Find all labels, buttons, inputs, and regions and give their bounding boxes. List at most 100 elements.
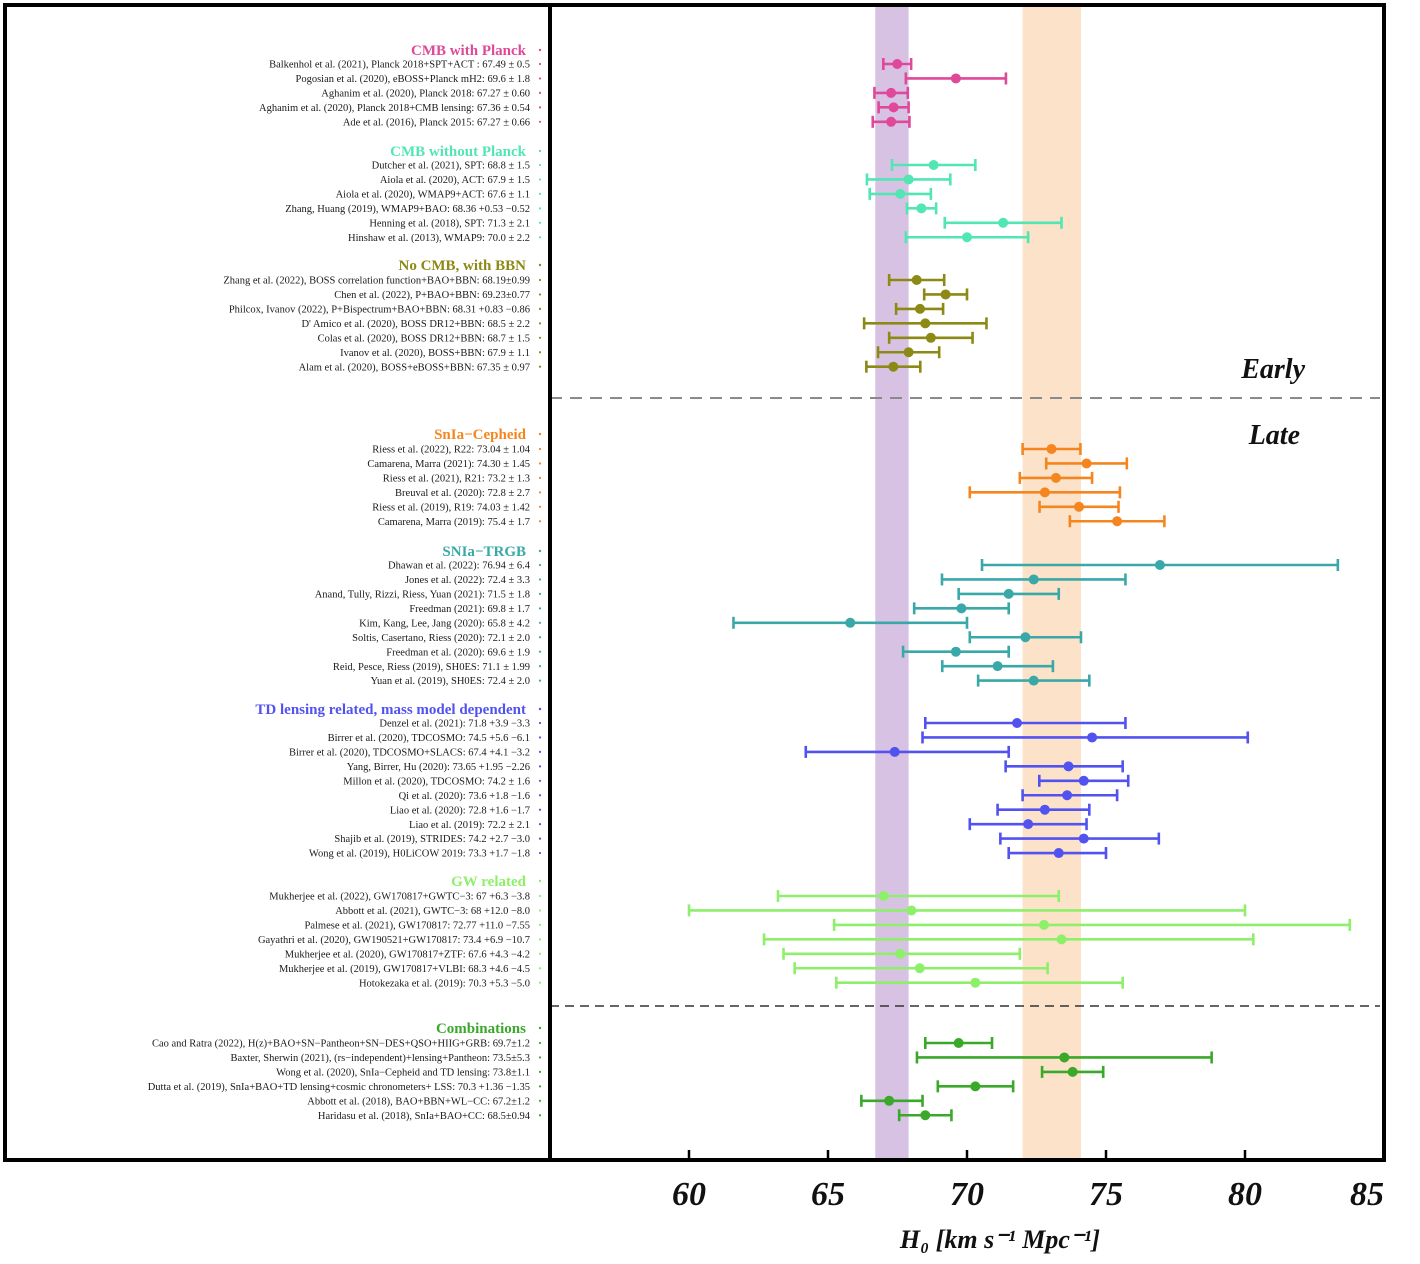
measurement-label: Ivanov et al. (2020), BOSS+BBN: 67.9 ± 1… [340,348,530,359]
row-marker [538,894,542,898]
row-marker [538,163,542,167]
measurement-label: Kim, Kang, Lee, Jang (2020): 65.8 ± 4.2 [359,618,530,629]
measurement-label: Denzel et al. (2021): 71.8 +3.9 −3.3 [379,719,530,730]
row-marker [538,322,542,325]
row-marker [538,351,542,354]
data-point [888,361,899,372]
row-marker [538,794,542,797]
row-marker [538,938,542,941]
data-point [956,603,967,614]
group-title-no-cmb-with-bbn: No CMB, with BBN [398,258,526,274]
row-marker [538,679,542,682]
row-marker [538,808,542,811]
measurement-label: Millon et al. (2020), TDCOSMO: 74.2 ± 1.… [343,776,530,787]
data-point [1062,790,1073,801]
group-title-snia-trgb: SNIa−TRGB [442,544,526,560]
row-marker [538,1085,542,1088]
row-marker [538,91,542,94]
measurement-label: Freedman (2021): 69.8 ± 1.7 [409,604,530,615]
data-point [1112,516,1123,527]
row-marker [538,1114,542,1117]
row-marker [538,765,542,768]
row-marker [538,120,542,123]
row-marker [538,307,542,310]
data-point [950,73,961,84]
data-point [1039,919,1050,930]
measurement-label: Gayathri et al. (2020), GW190521+GW17081… [258,935,530,946]
error-bars [687,58,1352,1122]
measurement-label: Dhawan et al. (2022): 76.94 ± 6.4 [388,561,531,572]
row-marker [538,207,542,210]
data-point [1078,775,1089,786]
data-point [925,332,936,343]
measurement-label: Reid, Pesce, Riess (2019), SH0ES: 71.1 ±… [333,662,530,673]
data-point [884,1095,895,1106]
x-tick-label: 85 [1350,1176,1384,1213]
measurement-label: Wong et al. (2019), H0LiCOW 2019: 73.3 +… [309,849,530,860]
row-marker [538,1056,542,1059]
x-tick-label: 75 [1089,1176,1123,1213]
measurement-label: Yang, Birrer, Hu (2020): 73.65 +1.95 −2.… [347,762,530,773]
row-marker [538,293,542,296]
measurement-label: Birrer et al. (2020), TDCOSMO: 74.5 +5.6… [328,733,530,744]
row-marker [538,447,542,451]
data-point [1012,718,1023,728]
row-marker [538,967,542,970]
measurement-label: Abbott et al. (2021), GWTC−3: 68 +12.0 −… [335,906,530,917]
data-point [906,905,917,916]
section-dividers [550,397,1380,1007]
measurement-label: Qi et al. (2020): 73.6 +1.8 −1.6 [399,791,530,802]
measurement-label: Palmese et al. (2021), GW170817: 72.77 +… [304,921,530,932]
data-point [1020,632,1031,643]
early-label: Early [1240,354,1305,385]
measurement-label: Abbott et al. (2018), BAO+BBN+WL−CC: 67.… [307,1096,530,1107]
data-point [1039,487,1050,498]
row-marker [538,923,542,927]
measurement-label: Zhang et al. (2022), BOSS correlation fu… [223,276,530,287]
measurement-label: Liao et al. (2019): 72.2 ± 2.1 [409,820,530,831]
measurement-label: Haridasu et al. (2018), SnIa+BAO+CC: 68.… [318,1111,531,1122]
row-marker [538,750,542,754]
row-marker [538,563,542,567]
data-point [920,1110,931,1121]
data-point [895,188,906,199]
group-marker [538,48,542,52]
x-axis-title: H₀ [km s⁻¹ Mpc⁻¹] [899,1225,1100,1254]
row-marker [538,650,542,653]
row-marker [538,505,542,508]
measurement-label: Wong et al. (2020), SnIa−Cepheid and TD … [276,1068,530,1079]
measurement-label: Cao and Ratra (2022), H(z)+BAO+SN−Panthe… [152,1039,530,1050]
measurement-label: Philcox, Ivanov (2022), P+Bispectrum+BAO… [229,305,530,316]
group-marker [538,432,542,436]
group-marker [538,263,542,267]
row-marker [538,665,542,668]
data-point [998,217,1009,228]
row-marker [538,236,542,239]
measurement-label: Aiola et al. (2020), WMAP9+ACT: 67.6 ± 1… [336,190,530,201]
measurement-label: Camarena, Marra (2019): 75.4 ± 1.7 [378,517,530,528]
data-point [920,318,931,329]
row-marker [538,837,542,840]
row-marker [538,736,542,739]
measurement-label: Chen et al. (2022), P+BAO+BBN: 69.23±0.7… [334,290,530,301]
measurement-label: Anand, Tully, Rizzi, Riess, Yuan (2021):… [315,590,530,601]
row-marker [538,621,542,624]
data-point [1081,458,1092,469]
measurement-label: Aghanim et al. (2020), Planck 2018+CMB l… [259,103,531,114]
row-marker [538,491,542,494]
group-title-combinations: Combinations [436,1021,526,1037]
row-marker [538,476,542,479]
group-title-td-lensing-related-mass-model-dependent: TD lensing related, mass model dependent [255,702,526,718]
row-marker [538,278,542,282]
group-marker [538,1026,542,1030]
data-point [1053,848,1064,859]
data-point [1039,804,1050,815]
measurement-label: Ade et al. (2016), Planck 2015: 67.27 ± … [343,117,530,128]
row-marker [538,636,542,639]
group-title-cmb-without-planck: CMB without Planck [390,144,527,160]
data-point [1023,819,1034,830]
measurement-label: Riess et al. (2022), R22: 73.04 ± 1.04 [372,445,530,456]
measurement-label: Hotokezaka et al. (2019): 70.3 +5.3 −5.0 [359,978,530,989]
row-marker [538,1099,542,1102]
